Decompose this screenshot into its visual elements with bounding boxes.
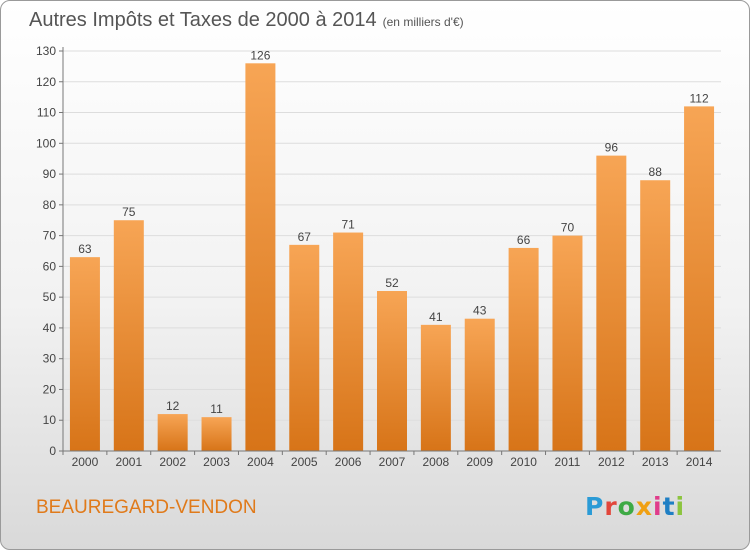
y-tick-label: 10 <box>43 413 57 427</box>
bar <box>69 257 100 451</box>
logo-letter: t <box>662 492 676 521</box>
bars <box>69 63 715 452</box>
y-tick-label: 130 <box>36 44 56 58</box>
data-label: 67 <box>298 230 312 244</box>
x-tick-label: 2010 <box>510 455 537 469</box>
logo-letter: i <box>653 492 663 521</box>
bar <box>245 63 276 452</box>
x-tick-label: 2011 <box>555 455 581 469</box>
data-label: 75 <box>122 205 136 219</box>
bar <box>508 247 539 451</box>
bar <box>464 318 495 451</box>
bar <box>377 291 407 451</box>
y-tick-label: 110 <box>37 106 56 120</box>
bar <box>420 324 451 451</box>
bar <box>552 235 583 451</box>
y-tick-label: 20 <box>43 382 57 396</box>
x-tick-label: 2012 <box>598 455 625 469</box>
x-tick-label: 2006 <box>335 455 362 469</box>
x-tick-label: 2009 <box>466 455 493 469</box>
x-tick-label: 2005 <box>291 455 318 469</box>
x-tick-label: 2007 <box>379 455 406 469</box>
data-label: 11 <box>210 402 223 416</box>
axes <box>59 47 721 455</box>
data-label: 112 <box>689 91 708 105</box>
logo-letter: P <box>585 492 605 521</box>
bar <box>157 414 188 451</box>
y-tick-label: 100 <box>36 136 56 150</box>
data-label: 12 <box>166 399 180 413</box>
bar <box>640 180 671 451</box>
x-tick-label: 2004 <box>247 455 274 469</box>
data-label: 126 <box>250 48 270 62</box>
logo-letter: i <box>675 492 686 521</box>
logo-letter: x <box>635 492 653 521</box>
data-label: 96 <box>605 141 619 155</box>
y-tick-label: 50 <box>43 290 57 304</box>
x-tick-label: 2014 <box>686 455 713 469</box>
logo-letter: o <box>617 492 636 521</box>
proxiti-logo[interactable]: Proxiti <box>585 492 685 521</box>
data-label: 70 <box>561 221 575 235</box>
data-label: 63 <box>78 242 92 256</box>
chart-title-text: Autres Impôts et Taxes de 2000 à 2014 <box>29 9 377 31</box>
y-tick-label: 0 <box>49 444 56 458</box>
data-label: 43 <box>473 304 487 318</box>
y-tick-label: 80 <box>43 198 57 212</box>
x-tick-label: 2002 <box>159 455 186 469</box>
x-tick-label: 2008 <box>423 455 450 469</box>
bar-chart: 0 10 20 30 40 50 60 70 80 90 100 110 120 130 2000 63 200… <box>36 44 721 469</box>
chart-subtitle: (en milliers d'€) <box>382 15 464 29</box>
commune-name: BEAUREGARD-VENDON <box>36 497 257 518</box>
bar <box>113 220 144 451</box>
logo-letter: r <box>604 492 618 521</box>
chart-title: Autres Impôts et Taxes de 2000 à 2014 (en… <box>29 9 464 32</box>
y-tick-label: 60 <box>43 259 57 273</box>
data-label: 88 <box>649 165 663 179</box>
x-tick-label: 2013 <box>642 455 669 469</box>
data-label: 52 <box>385 276 399 290</box>
bar <box>289 244 320 451</box>
bar <box>684 106 715 451</box>
y-tick-label: 40 <box>43 321 57 335</box>
y-tick-label: 90 <box>43 167 57 181</box>
data-label: 41 <box>429 310 443 324</box>
x-tick-label: 2003 <box>203 455 230 469</box>
bar <box>201 417 232 451</box>
x-tick-label: 2000 <box>72 455 99 469</box>
labels: 0 10 20 30 40 50 60 70 80 90 100 110 120 130 2000 63 200… <box>36 44 713 469</box>
bar <box>596 155 627 451</box>
y-tick-label: 120 <box>36 75 56 89</box>
x-tick-label: 2001 <box>115 455 142 469</box>
data-label: 71 <box>341 218 355 232</box>
bar <box>333 232 364 451</box>
y-tick-label: 30 <box>43 352 57 366</box>
data-label: 66 <box>517 233 531 247</box>
y-tick-label: 70 <box>43 229 57 243</box>
